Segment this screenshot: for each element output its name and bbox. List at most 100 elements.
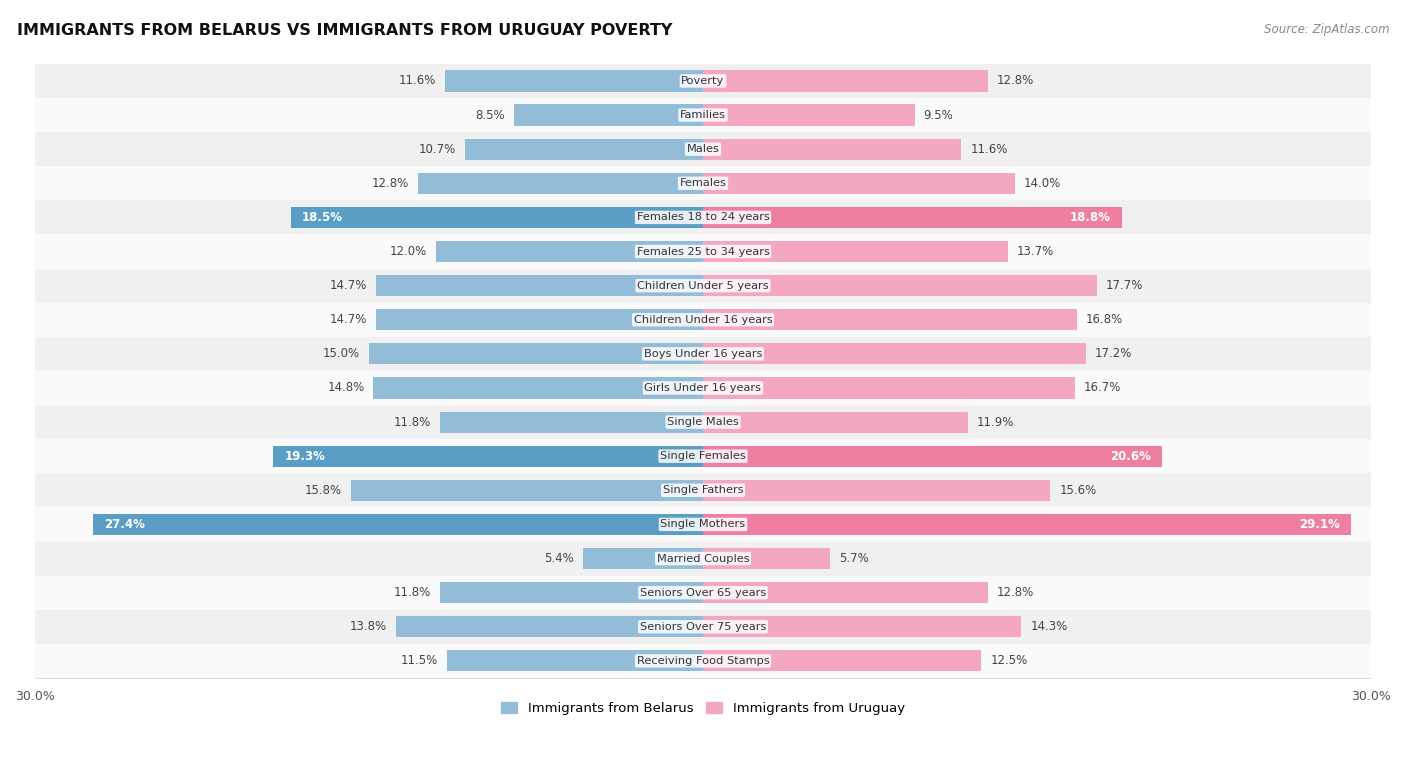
Text: 11.6%: 11.6% — [970, 143, 1008, 155]
Text: 13.8%: 13.8% — [350, 620, 387, 633]
Bar — [352, 480, 703, 501]
Bar — [35, 371, 1371, 405]
Bar — [703, 446, 1161, 467]
Bar — [35, 473, 1371, 507]
Legend: Immigrants from Belarus, Immigrants from Uruguay: Immigrants from Belarus, Immigrants from… — [501, 702, 905, 715]
Bar — [35, 234, 1371, 268]
Text: 8.5%: 8.5% — [475, 108, 505, 121]
Bar — [440, 412, 703, 433]
Text: Single Females: Single Females — [661, 451, 745, 461]
Text: Children Under 16 years: Children Under 16 years — [634, 315, 772, 324]
Bar — [35, 609, 1371, 644]
Bar — [35, 98, 1371, 132]
Bar — [35, 200, 1371, 234]
Text: Seniors Over 65 years: Seniors Over 65 years — [640, 587, 766, 597]
Bar — [375, 309, 703, 330]
Bar — [291, 207, 703, 228]
Text: Married Couples: Married Couples — [657, 553, 749, 563]
Text: Females 25 to 34 years: Females 25 to 34 years — [637, 246, 769, 256]
Bar — [35, 64, 1371, 98]
Bar — [374, 377, 703, 399]
Text: 12.8%: 12.8% — [997, 586, 1035, 599]
Text: Single Males: Single Males — [666, 417, 740, 427]
Bar — [35, 644, 1371, 678]
Text: 19.3%: 19.3% — [284, 449, 325, 462]
Text: Females 18 to 24 years: Females 18 to 24 years — [637, 212, 769, 222]
Bar — [703, 207, 1122, 228]
Text: 12.8%: 12.8% — [371, 177, 409, 190]
Text: 10.7%: 10.7% — [419, 143, 456, 155]
Text: 15.0%: 15.0% — [323, 347, 360, 360]
Text: 15.6%: 15.6% — [1059, 484, 1097, 496]
Text: Girls Under 16 years: Girls Under 16 years — [644, 383, 762, 393]
Text: 18.8%: 18.8% — [1070, 211, 1111, 224]
Text: 14.7%: 14.7% — [329, 313, 367, 326]
Text: 11.8%: 11.8% — [394, 586, 432, 599]
Text: 29.1%: 29.1% — [1299, 518, 1340, 531]
Bar — [703, 275, 1097, 296]
Text: Source: ZipAtlas.com: Source: ZipAtlas.com — [1264, 23, 1389, 36]
Text: 16.8%: 16.8% — [1085, 313, 1123, 326]
Bar — [703, 241, 1008, 262]
Bar — [703, 173, 1015, 194]
Text: 14.8%: 14.8% — [328, 381, 364, 394]
Text: 17.7%: 17.7% — [1107, 279, 1143, 292]
Bar — [418, 173, 703, 194]
Text: 20.6%: 20.6% — [1109, 449, 1150, 462]
Text: 12.0%: 12.0% — [389, 245, 427, 258]
Bar — [35, 337, 1371, 371]
Bar — [35, 507, 1371, 541]
Bar — [703, 309, 1077, 330]
Bar — [703, 650, 981, 672]
Bar — [513, 105, 703, 126]
Text: 13.7%: 13.7% — [1017, 245, 1054, 258]
Bar — [35, 541, 1371, 575]
Text: 12.5%: 12.5% — [990, 654, 1028, 667]
Text: Receiving Food Stamps: Receiving Food Stamps — [637, 656, 769, 666]
Bar — [465, 139, 703, 160]
Bar — [35, 405, 1371, 439]
Bar — [703, 480, 1050, 501]
Bar — [703, 514, 1351, 535]
Text: 27.4%: 27.4% — [104, 518, 145, 531]
Bar — [447, 650, 703, 672]
Bar — [35, 166, 1371, 200]
Bar — [703, 139, 962, 160]
Text: IMMIGRANTS FROM BELARUS VS IMMIGRANTS FROM URUGUAY POVERTY: IMMIGRANTS FROM BELARUS VS IMMIGRANTS FR… — [17, 23, 672, 38]
Bar — [436, 241, 703, 262]
Bar — [703, 377, 1076, 399]
Text: 11.5%: 11.5% — [401, 654, 439, 667]
Bar — [703, 548, 830, 569]
Bar — [35, 268, 1371, 302]
Text: Females: Females — [679, 178, 727, 188]
Bar — [35, 575, 1371, 609]
Bar — [703, 343, 1085, 365]
Bar — [375, 275, 703, 296]
Bar — [35, 439, 1371, 473]
Text: Seniors Over 75 years: Seniors Over 75 years — [640, 622, 766, 631]
Bar — [703, 582, 988, 603]
Text: 14.0%: 14.0% — [1024, 177, 1062, 190]
Bar — [368, 343, 703, 365]
Text: Single Fathers: Single Fathers — [662, 485, 744, 495]
Text: 17.2%: 17.2% — [1095, 347, 1132, 360]
Text: Poverty: Poverty — [682, 76, 724, 86]
Bar — [35, 302, 1371, 337]
Bar — [93, 514, 703, 535]
Bar — [444, 70, 703, 92]
Text: 16.7%: 16.7% — [1084, 381, 1121, 394]
Text: 9.5%: 9.5% — [924, 108, 953, 121]
Bar — [395, 616, 703, 637]
Text: Single Mothers: Single Mothers — [661, 519, 745, 529]
Text: 5.4%: 5.4% — [544, 552, 574, 565]
Bar — [703, 412, 967, 433]
Text: Males: Males — [686, 144, 720, 154]
Text: 14.3%: 14.3% — [1031, 620, 1067, 633]
Text: Boys Under 16 years: Boys Under 16 years — [644, 349, 762, 359]
Text: 14.7%: 14.7% — [329, 279, 367, 292]
Text: 5.7%: 5.7% — [839, 552, 869, 565]
Text: 12.8%: 12.8% — [997, 74, 1035, 87]
Bar — [703, 105, 914, 126]
Text: Children Under 5 years: Children Under 5 years — [637, 280, 769, 290]
Text: 11.8%: 11.8% — [394, 415, 432, 428]
